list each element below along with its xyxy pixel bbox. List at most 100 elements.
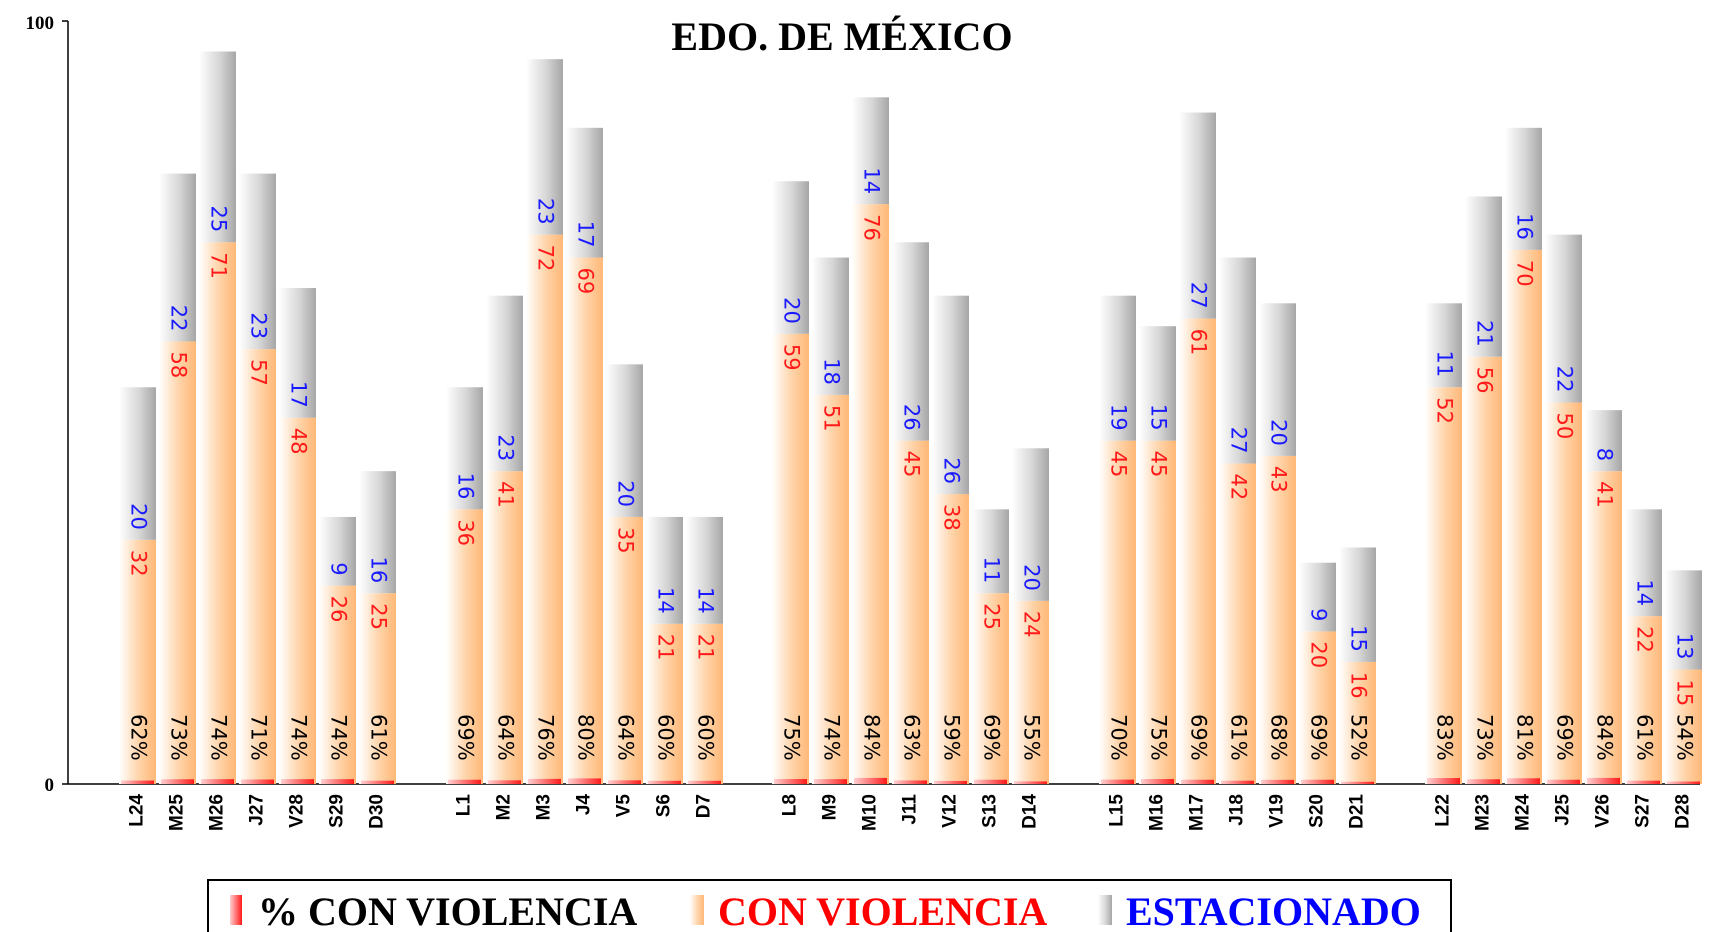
data-label-estacionado-d14: 20 — [1020, 564, 1044, 591]
data-label-con-violencia-s29: 26 — [327, 596, 351, 623]
bar-estacionado-m24 — [1505, 127, 1542, 250]
x-tick-label-s13: S13 — [980, 794, 1001, 828]
bar-con-violencia-d28 — [1665, 669, 1702, 784]
bar-estacionado-d30 — [359, 471, 396, 594]
bar-con-violencia-s13 — [972, 593, 1009, 784]
bar-con-violencia-l1 — [446, 509, 483, 784]
data-label-con-violencia-j4: 69 — [574, 268, 598, 295]
bar-pct-con-violencia-v19 — [1261, 779, 1294, 784]
bar-con-violencia-m26 — [199, 242, 236, 784]
data-label-pct-l24: 62% — [127, 714, 151, 761]
data-label-estacionado-v28: 17 — [287, 381, 311, 408]
data-label-con-violencia-j25: 50 — [1553, 413, 1577, 440]
data-label-con-violencia-m25: 58 — [167, 351, 191, 378]
x-tick-label-j27: J27 — [247, 794, 268, 826]
x-tick-label-l24: L24 — [127, 794, 148, 827]
data-label-con-violencia-v28: 48 — [287, 428, 311, 455]
data-label-con-violencia-s20: 20 — [1307, 641, 1331, 668]
bar-estacionado-j11 — [892, 242, 929, 441]
bar-con-violencia-l15 — [1099, 440, 1136, 784]
x-tick-label-l8: L8 — [780, 794, 801, 816]
bar-labels: 62% 32 20 73% 58 22 74% 71 25 71% 57 23 74% 48 17 74% 26… — [127, 167, 1697, 760]
bar-con-violencia-j27 — [239, 349, 276, 784]
x-tick-label-s6: S6 — [654, 794, 675, 817]
data-label-pct-m24: 81% — [1513, 714, 1537, 761]
bar-con-violencia-d14 — [1012, 600, 1049, 784]
legend-box — [207, 879, 1452, 932]
data-label-con-violencia-j18: 42 — [1227, 474, 1251, 501]
data-label-con-violencia-m16: 45 — [1147, 451, 1171, 478]
data-label-estacionado-s6: 14 — [654, 587, 678, 614]
bar-estacionado-l24 — [119, 387, 156, 540]
data-label-con-violencia-v19: 43 — [1267, 466, 1291, 493]
bar-estacionado-d14 — [1012, 448, 1049, 601]
bar-pct-con-violencia-d28 — [1667, 781, 1700, 784]
data-label-con-violencia-l8: 59 — [780, 344, 804, 371]
data-label-estacionado-v12: 26 — [940, 457, 964, 484]
data-label-pct-m26: 74% — [207, 714, 231, 761]
bar-pct-con-violencia-d21 — [1341, 781, 1374, 784]
data-label-pct-v26: 84% — [1593, 714, 1617, 761]
data-label-estacionado-m17: 27 — [1187, 282, 1211, 309]
data-label-pct-l22: 83% — [1433, 714, 1457, 761]
x-tick-label-l15: L15 — [1107, 794, 1128, 827]
data-label-estacionado-v19: 20 — [1267, 419, 1291, 446]
data-label-estacionado-l15: 19 — [1107, 404, 1131, 431]
bar-pct-con-violencia-m2 — [488, 780, 521, 784]
x-tick-label-v28: V28 — [287, 794, 308, 828]
data-label-estacionado-s20: 9 — [1307, 608, 1331, 621]
bar-con-violencia-m25 — [159, 341, 196, 784]
bar-estacionado-d28 — [1665, 570, 1702, 670]
data-label-pct-v19: 68% — [1267, 714, 1291, 761]
x-tick-label-j4: J4 — [574, 794, 595, 816]
bar-pct-con-violencia-l1 — [448, 779, 481, 784]
data-label-con-violencia-m2: 41 — [494, 481, 518, 508]
bar-pct-con-violencia-m25 — [161, 779, 194, 784]
bar-estacionado-j18 — [1219, 257, 1256, 464]
x-tick-label-m10: M10 — [860, 794, 881, 831]
x-tick-label-j18: J18 — [1227, 794, 1248, 826]
data-label-con-violencia-m17: 61 — [1187, 329, 1211, 356]
data-label-pct-j25: 69% — [1553, 714, 1577, 761]
data-label-pct-v28: 74% — [287, 714, 311, 761]
bar-con-violencia-v12 — [932, 494, 969, 784]
bar-estacionado-j25 — [1545, 234, 1582, 403]
data-label-estacionado-m25: 22 — [167, 305, 191, 332]
bar-estacionado-v26 — [1585, 410, 1622, 472]
bar-pct-con-violencia-m26 — [201, 779, 234, 784]
data-label-estacionado-d7: 14 — [694, 587, 718, 614]
data-label-con-violencia-l1: 36 — [454, 519, 478, 546]
bar-pct-con-violencia-m9 — [814, 779, 847, 784]
data-label-pct-s29: 74% — [327, 714, 351, 761]
data-label-pct-m3: 76% — [534, 714, 558, 761]
data-label-con-violencia-l22: 52 — [1433, 397, 1457, 424]
bar-con-violencia-j4 — [566, 257, 603, 784]
data-label-pct-m25: 73% — [167, 714, 191, 761]
data-label-estacionado-m23: 21 — [1473, 320, 1497, 347]
bar-pct-con-violencia-v5 — [608, 780, 641, 784]
data-label-con-violencia-m26: 71 — [207, 252, 231, 279]
legend-label-estacionado: ESTACIONADO — [1126, 889, 1421, 932]
data-label-con-violencia-s6: 21 — [654, 634, 678, 661]
data-label-con-violencia-m9: 51 — [820, 405, 844, 432]
bar-estacionado-l8 — [772, 181, 809, 334]
bar-pct-con-violencia-m10 — [854, 777, 887, 784]
data-label-con-violencia-l15: 45 — [1107, 451, 1131, 478]
data-label-pct-s20: 69% — [1307, 714, 1331, 761]
bars — [119, 51, 1702, 784]
legend: % CON VIOLENCIA CON VIOLENCIA ESTACIONAD… — [207, 879, 1452, 932]
bar-con-violencia-s27 — [1625, 616, 1662, 784]
x-tick-label-m23: M23 — [1473, 794, 1494, 831]
data-label-pct-d7: 60% — [694, 714, 718, 761]
bar-pct-con-violencia-l24 — [121, 780, 154, 784]
data-label-con-violencia-v26: 41 — [1593, 481, 1617, 508]
data-label-con-violencia-s27: 22 — [1633, 626, 1657, 653]
data-label-pct-d28: 54% — [1673, 714, 1697, 761]
bar-con-violencia-m3 — [526, 234, 563, 784]
x-tick-label-v19: V19 — [1267, 794, 1288, 828]
data-label-pct-s13: 69% — [980, 714, 1004, 761]
x-tick-label-m9: M9 — [820, 794, 841, 820]
data-label-pct-s6: 60% — [654, 714, 678, 761]
data-label-estacionado-s13: 11 — [980, 557, 1004, 584]
data-label-con-violencia-d7: 21 — [694, 634, 718, 661]
